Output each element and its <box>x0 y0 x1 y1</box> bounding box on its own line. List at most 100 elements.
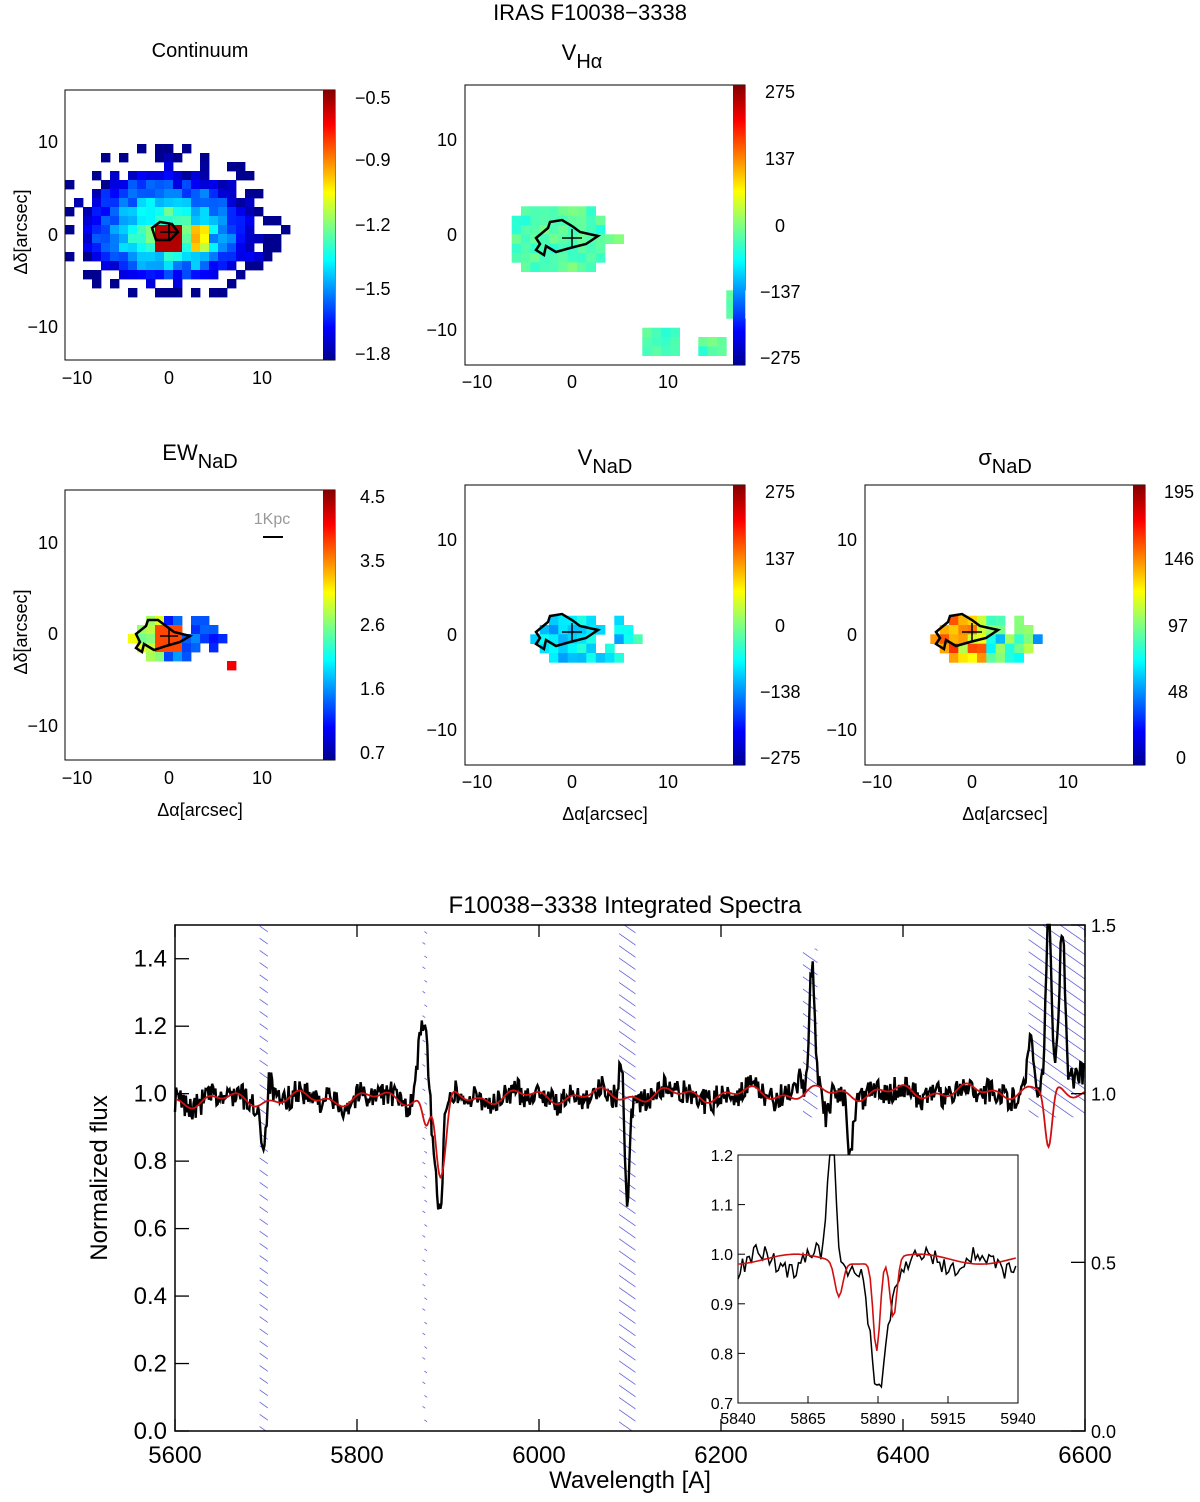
vnad-map: VNaD 275 137 0 −138 −275 10 0 −10 −10 0 … <box>426 445 800 824</box>
map-pixel <box>110 261 120 271</box>
map-pixel <box>967 653 978 663</box>
map-pixel <box>511 215 522 226</box>
cb-tick: 0 <box>775 616 785 636</box>
map-pixel <box>110 180 120 190</box>
map-pixel <box>155 153 165 163</box>
map-pixel <box>164 243 174 253</box>
map-pixel <box>119 252 129 262</box>
map-pixel <box>236 162 246 172</box>
continuum-colorbar-ticks: −0.5 −0.9 −1.2 −1.5 −1.8 <box>355 88 391 364</box>
map-pixel <box>227 198 237 208</box>
map-pixel <box>670 346 680 356</box>
map-pixel <box>227 252 237 262</box>
map-pixel <box>605 234 615 244</box>
map-pixel <box>521 206 531 216</box>
inset-x-tick-label: 5840 <box>720 1411 756 1428</box>
map-pixel <box>182 144 192 154</box>
map-pixel <box>173 189 183 199</box>
cb-tick: 137 <box>765 149 795 169</box>
map-pixel <box>614 615 624 626</box>
map-pixel <box>155 634 165 644</box>
vha-map: VHα 275 137 0 −137 −275 10 0 −10 −10 0 1… <box>426 40 800 392</box>
x-tick: 10 <box>252 368 272 388</box>
map-pixel <box>191 634 201 644</box>
map-pixel <box>182 207 192 217</box>
map-pixel <box>567 253 578 263</box>
map-pixel <box>227 180 237 190</box>
map-pixel <box>209 288 219 298</box>
x-tick: 0 <box>967 772 977 792</box>
map-pixel <box>227 216 237 226</box>
ewnad-center-cross <box>160 628 178 646</box>
map-pixel <box>200 162 210 172</box>
map-pixel <box>119 189 129 199</box>
ewnad-ylabel: Δδ[arcsec] <box>11 589 31 674</box>
map-pixel <box>930 634 940 644</box>
map-pixel <box>200 198 210 208</box>
map-pixel <box>254 261 264 271</box>
cb-tick: −0.9 <box>355 150 391 170</box>
map-pixel <box>539 234 550 244</box>
map-pixel <box>155 288 165 298</box>
map-pixel <box>173 634 183 644</box>
vha-colorbar <box>733 85 745 365</box>
map-pixel <box>1005 643 1015 654</box>
map-pixel <box>236 216 246 226</box>
map-pixel <box>661 327 671 338</box>
x-tick: −10 <box>862 772 893 792</box>
map-pixel <box>191 243 201 253</box>
map-pixel <box>272 243 282 253</box>
map-pixel <box>146 243 156 253</box>
map-pixel <box>577 215 587 226</box>
map-pixel <box>254 207 264 217</box>
map-pixel <box>218 261 228 271</box>
ewnad-y-ticks: 10 0 −10 <box>27 533 58 736</box>
map-pixel <box>661 346 671 356</box>
map-pixel <box>595 253 606 263</box>
map-pixel <box>1014 625 1024 635</box>
map-pixel <box>92 279 102 289</box>
map-pixel <box>128 243 138 253</box>
map-pixel <box>182 652 192 662</box>
x-tick: −10 <box>62 768 93 788</box>
map-pixel <box>726 290 736 300</box>
right-tick-label: 1.5 <box>1091 916 1116 936</box>
map-pixel <box>119 198 129 208</box>
map-pixel <box>558 234 568 244</box>
map-pixel <box>209 270 219 280</box>
map-pixel <box>595 243 606 254</box>
spectrum-title: F10038−3338 Integrated Spectra <box>449 892 803 919</box>
map-pixel <box>958 643 968 654</box>
map-pixel <box>558 262 568 272</box>
y-tick: 10 <box>38 132 58 152</box>
map-pixel <box>236 225 246 235</box>
map-pixel <box>191 261 201 271</box>
map-pixel <box>254 234 264 244</box>
map-pixel <box>698 346 708 356</box>
map-pixel <box>245 252 255 262</box>
map-pixel <box>977 625 987 635</box>
map-pixel <box>191 171 201 181</box>
map-pixel <box>164 162 174 172</box>
map-pixel <box>173 643 183 653</box>
right-tick-label: 0.5 <box>1091 1253 1116 1273</box>
ewnad-xlabel: Δα[arcsec] <box>157 800 242 820</box>
map-pixel <box>958 615 968 626</box>
map-pixel <box>128 252 138 262</box>
map-pixel <box>227 261 237 271</box>
map-pixel <box>577 206 587 216</box>
map-pixel <box>227 661 237 671</box>
map-pixel <box>173 198 183 208</box>
map-pixel <box>586 625 596 635</box>
map-pixel <box>200 189 210 199</box>
x-tick-label: 6000 <box>512 1442 565 1469</box>
map-pixel <box>614 634 624 644</box>
map-pixel <box>595 234 606 244</box>
vha-colorbar-ticks: 275 137 0 −137 −275 <box>760 82 801 368</box>
map-pixel <box>995 653 1006 663</box>
map-pixel <box>549 206 559 216</box>
map-pixel <box>137 261 147 271</box>
map-pixel <box>164 216 174 226</box>
map-pixel <box>137 225 147 235</box>
map-pixel <box>986 615 996 626</box>
